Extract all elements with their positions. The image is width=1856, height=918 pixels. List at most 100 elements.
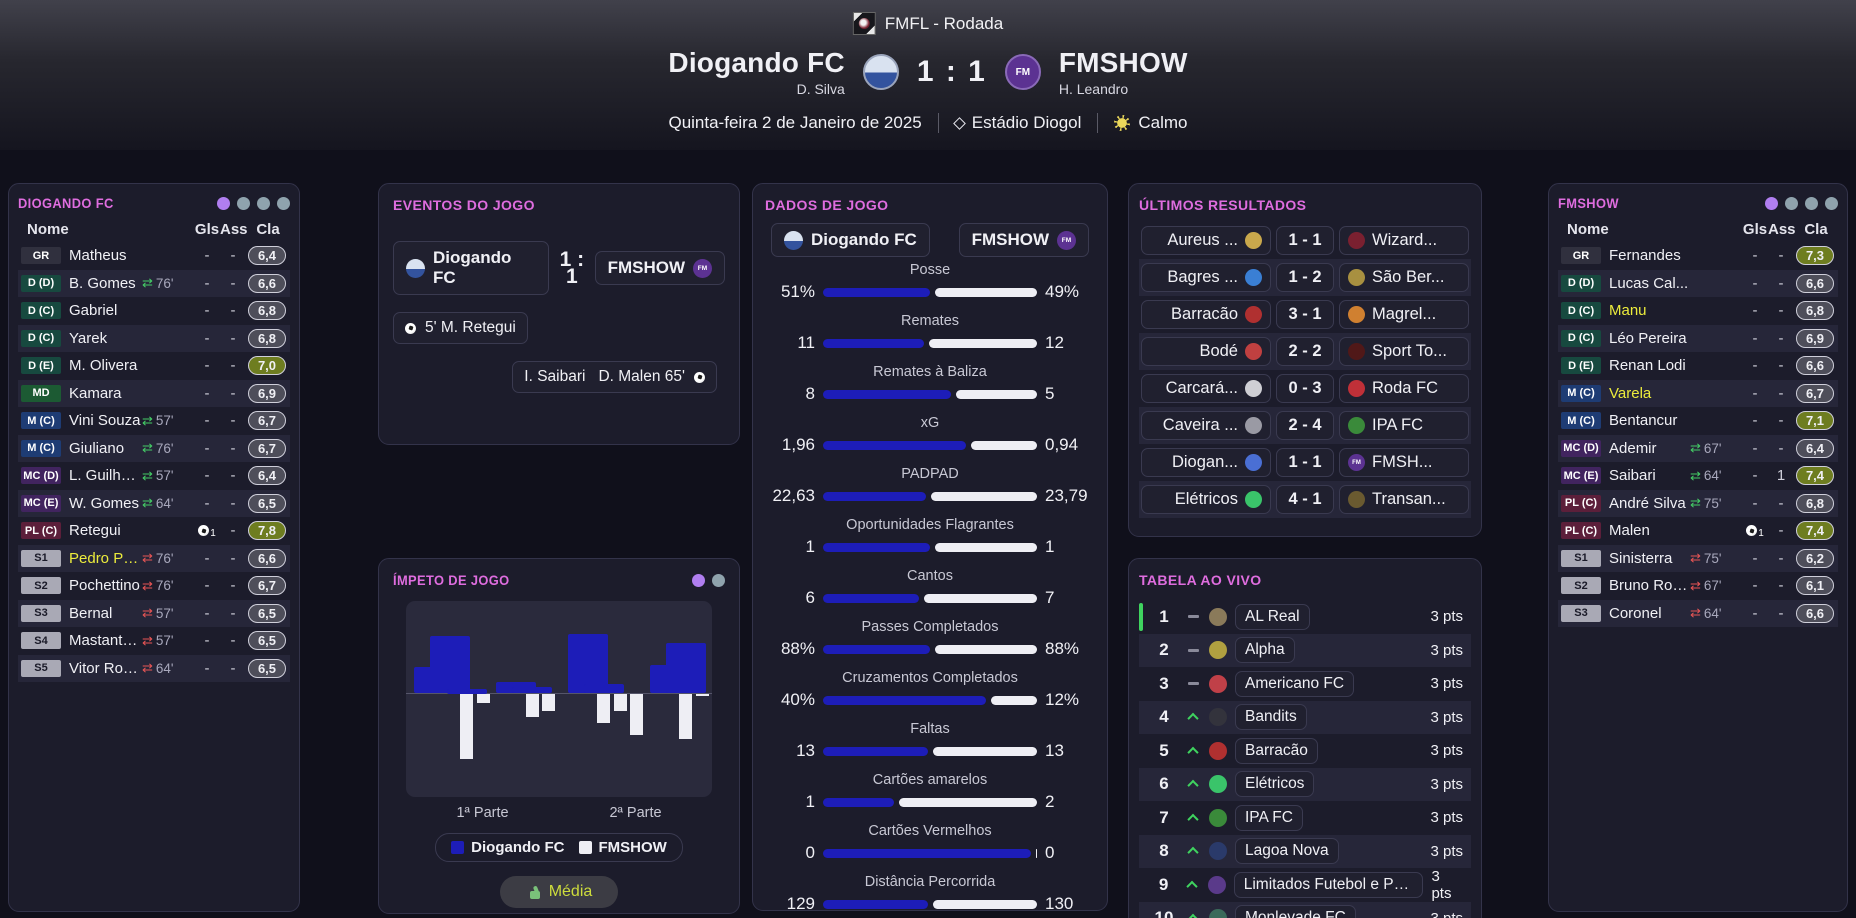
club-name[interactable]: Alpha <box>1235 637 1295 664</box>
view-dot[interactable] <box>237 196 250 210</box>
club-name[interactable]: IPA FC <box>1235 804 1303 831</box>
away-team-name[interactable]: FMSHOW <box>1058 47 1188 78</box>
result-home-chip[interactable]: Carcará... <box>1141 374 1271 403</box>
player-row[interactable]: D (D) Lucas Cal... - -6,6 <box>1558 269 1838 297</box>
player-name[interactable]: Pochettino <box>69 577 140 595</box>
player-row[interactable]: GR Matheus - -6,4 <box>18 242 290 270</box>
club-name[interactable]: Limitados Futebol e Pol... <box>1233 871 1424 898</box>
player-name[interactable]: Vini Souza <box>69 412 141 430</box>
standing-row[interactable]: 7 IPA FC 3 pts <box>1139 801 1471 835</box>
player-name[interactable]: Vitor Roque <box>69 659 142 677</box>
player-row[interactable]: D (D) B. Gomes ⇄ 76' - -6,6 <box>18 269 290 297</box>
player-row[interactable]: MC (D) Ademir ⇄ 67' - -6,4 <box>1558 434 1838 462</box>
standing-row[interactable]: 2 Alpha 3 pts <box>1139 633 1471 667</box>
player-row[interactable]: MC (E) W. Gomes ⇄ 64' - -6,5 <box>18 489 290 517</box>
player-row[interactable]: D (C) Manu - -6,8 <box>1558 297 1838 325</box>
result-row[interactable]: Barracão 3 - 1 Magrel... <box>1139 296 1471 333</box>
player-row[interactable]: S3 Bernal ⇄ 57' - -6,5 <box>18 599 290 627</box>
result-away-chip[interactable]: Sport To... <box>1339 337 1469 366</box>
competition-chip[interactable]: FMFL - Rodada <box>845 9 1011 38</box>
club-name[interactable]: Barracão <box>1235 737 1318 764</box>
player-row[interactable]: PL (C) Malen 1 -7,4 <box>1558 517 1838 545</box>
result-row[interactable]: Caveira ... 2 - 4 IPA FC <box>1139 407 1471 444</box>
standing-row[interactable]: 8 Lagoa Nova 3 pts <box>1139 834 1471 868</box>
player-row[interactable]: GR Fernandes - -7,3 <box>1558 242 1838 270</box>
club-name[interactable]: Americano FC <box>1235 670 1355 697</box>
player-row[interactable]: D (E) M. Olivera - -7,0 <box>18 352 290 380</box>
standing-row[interactable]: 6 Elétricos 3 pts <box>1139 767 1471 801</box>
player-row[interactable]: M (C) Vini Souza ⇄ 57' - -6,7 <box>18 407 290 435</box>
view-dot[interactable] <box>1765 196 1778 210</box>
view-dot[interactable] <box>217 196 230 210</box>
result-away-chip[interactable]: Roda FC <box>1339 374 1469 403</box>
player-name[interactable]: Bruno Rodr... <box>1609 577 1690 595</box>
player-name[interactable]: Retegui <box>69 522 121 540</box>
player-name[interactable]: L. Guilherme <box>69 467 142 485</box>
result-home-chip[interactable]: Diogan... <box>1141 448 1271 477</box>
club-name[interactable]: Monlevade FC <box>1235 905 1356 918</box>
away-goal-event[interactable]: I. Saibari D. Malen 65' <box>512 361 717 393</box>
club-name[interactable]: Lagoa Nova <box>1235 838 1339 865</box>
player-name[interactable]: André Silva <box>1609 494 1686 512</box>
player-row[interactable]: PL (C) André Silva ⇄ 75' - -6,8 <box>1558 489 1838 517</box>
player-name[interactable]: Gabriel <box>69 302 118 320</box>
club-name[interactable]: AL Real <box>1235 603 1310 630</box>
result-home-chip[interactable]: Aureus ... <box>1141 226 1271 255</box>
player-row[interactable]: D (C) Yarek - -6,8 <box>18 324 290 352</box>
stats-home-chip[interactable]: Diogando FC <box>771 223 930 257</box>
result-home-chip[interactable]: Bodé <box>1141 337 1271 366</box>
result-home-chip[interactable]: Caveira ... <box>1141 411 1271 440</box>
events-away-chip[interactable]: FMSHOW FM <box>594 251 725 285</box>
result-row[interactable]: Carcará... 0 - 3 Roda FC <box>1139 370 1471 407</box>
player-name[interactable]: Yarek <box>69 329 108 347</box>
result-away-chip[interactable]: Magrel... <box>1339 300 1469 329</box>
player-name[interactable]: Lucas Cal... <box>1609 274 1689 292</box>
view-dot[interactable] <box>1825 196 1838 210</box>
player-row[interactable]: M (C) Giuliano ⇄ 76' - -6,7 <box>18 434 290 462</box>
player-row[interactable]: MC (E) Saibari ⇄ 64' -1 7,4 <box>1558 462 1838 490</box>
view-dot[interactable] <box>1785 196 1798 210</box>
standing-row[interactable]: 10 Monlevade FC 3 pts <box>1139 901 1471 918</box>
player-name[interactable]: Sinisterra <box>1609 549 1673 567</box>
result-away-chip[interactable]: Transan... <box>1339 485 1469 514</box>
col-cla[interactable]: Cla <box>256 220 280 238</box>
view-dot[interactable] <box>257 196 270 210</box>
media-button[interactable]: Média <box>500 876 618 908</box>
player-name[interactable]: Saibari <box>1609 467 1656 485</box>
player-name[interactable]: Matheus <box>69 247 127 265</box>
result-row[interactable]: Bagres ... 1 - 2 São Ber... <box>1139 259 1471 296</box>
player-row[interactable]: S1 Pedro Porro ⇄ 76' - -6,6 <box>18 544 290 572</box>
result-away-chip[interactable]: São Ber... <box>1339 263 1469 292</box>
player-row[interactable]: S2 Pochettino ⇄ 76' - -6,7 <box>18 572 290 600</box>
player-row[interactable]: MD Kamara - -6,9 <box>18 379 290 407</box>
col-ass[interactable]: Ass <box>1768 220 1796 238</box>
player-row[interactable]: S2 Bruno Rodr... ⇄ 67' - -6,1 <box>1558 572 1838 600</box>
standing-row[interactable]: 3 Americano FC 3 pts <box>1139 667 1471 701</box>
away-team-header[interactable]: FMSHOW H. Leandro <box>1059 47 1188 97</box>
result-home-chip[interactable]: Bagres ... <box>1141 263 1271 292</box>
result-row[interactable]: Aureus ... 1 - 1 Wizard... <box>1139 222 1471 259</box>
player-name[interactable]: Mastantu... <box>69 632 142 650</box>
player-name[interactable]: Ademir <box>1609 439 1657 457</box>
result-row[interactable]: Elétricos 4 - 1 Transan... <box>1139 481 1471 518</box>
result-away-chip[interactable]: IPA FC <box>1339 411 1469 440</box>
player-name[interactable]: Coronel <box>1609 604 1662 622</box>
standing-row[interactable]: 4 Bandits 3 pts <box>1139 700 1471 734</box>
player-name[interactable]: Kamara <box>69 384 122 402</box>
club-name[interactable]: Elétricos <box>1235 771 1315 798</box>
player-name[interactable]: W. Gomes <box>69 494 140 512</box>
player-name[interactable]: Varela <box>1609 384 1652 402</box>
view-dots[interactable] <box>217 196 290 210</box>
player-row[interactable]: M (C) Varela - -6,7 <box>1558 379 1838 407</box>
player-row[interactable]: D (C) Gabriel - -6,8 <box>18 297 290 325</box>
player-name[interactable]: B. Gomes <box>69 274 136 292</box>
result-row[interactable]: Diogan... 1 - 1 FM FMSH... <box>1139 444 1471 481</box>
standing-row[interactable]: 1 AL Real 3 pts <box>1139 600 1471 634</box>
player-name[interactable]: Bernal <box>69 604 113 622</box>
home-goal-event[interactable]: 5' M. Retegui <box>393 312 528 344</box>
result-home-chip[interactable]: Elétricos <box>1141 485 1271 514</box>
player-name[interactable]: Fernandes <box>1609 247 1681 265</box>
view-dot[interactable] <box>1805 196 1818 210</box>
player-name[interactable]: Giuliano <box>69 439 125 457</box>
standing-row[interactable]: 9 Limitados Futebol e Pol... 3 pts <box>1139 868 1471 902</box>
